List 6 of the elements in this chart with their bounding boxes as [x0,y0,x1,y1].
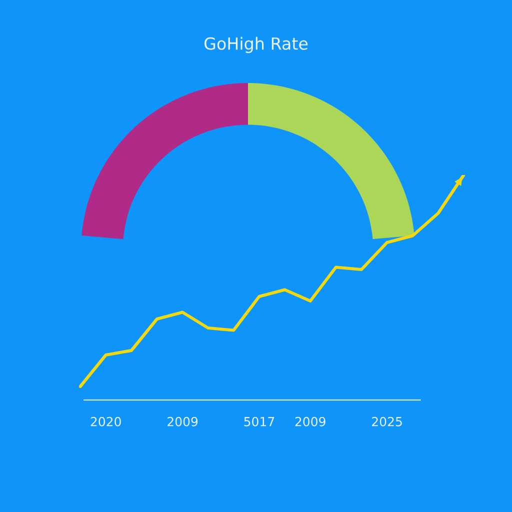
x-tick-label: 2020 [90,416,121,426]
x-tick-label: 5017 [244,416,274,426]
chart-title: GoHigh Rate [204,36,308,54]
x-tick-label: 2009 [295,416,326,426]
x-tick-label: 2009 [168,416,198,426]
x-tick-label: 2025 [372,416,402,426]
